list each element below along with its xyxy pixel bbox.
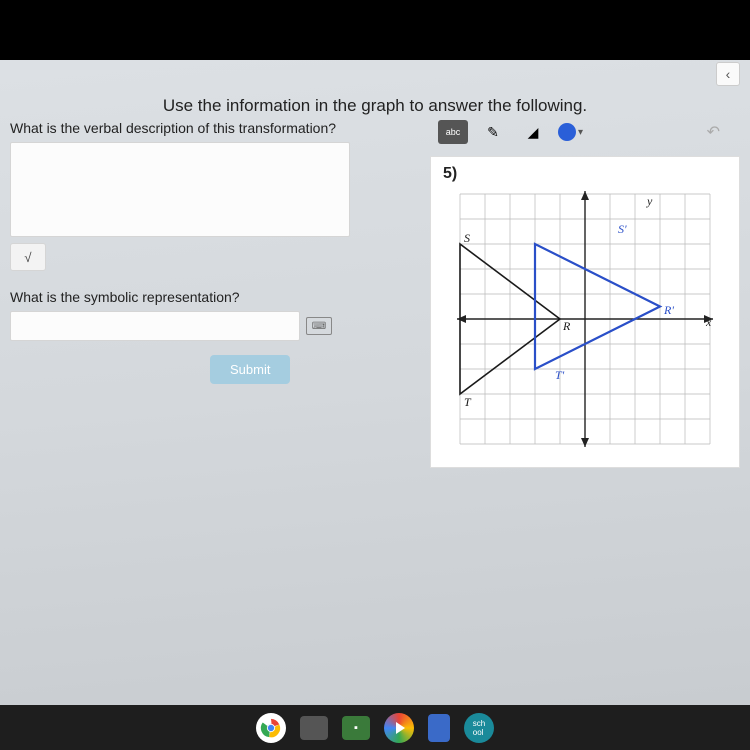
left-column: What is the verbal description of this t… (10, 120, 430, 468)
keyboard-icon[interactable]: ⌨ (306, 317, 332, 335)
pen-tool-button[interactable]: ✎ (478, 120, 508, 144)
prev-button[interactable]: ‹ (716, 62, 740, 86)
files-icon[interactable] (300, 716, 328, 740)
eraser-tool-button[interactable]: ◢ (518, 120, 548, 144)
undo-icon[interactable]: ↶ (707, 122, 720, 142)
chevron-left-icon: ‹ (726, 66, 731, 82)
docs-icon[interactable] (428, 714, 450, 742)
svg-text:S': S' (618, 222, 627, 236)
text-tool-button[interactable]: abc (438, 120, 468, 144)
math-sqrt-button[interactable]: √ (10, 243, 46, 271)
taskbar: ▪ school (0, 705, 750, 750)
text-tool-icon: abc (446, 127, 461, 137)
laptop-bezel-top (0, 0, 750, 60)
submit-button[interactable]: Submit (210, 355, 290, 384)
svg-text:T': T' (555, 368, 565, 382)
svg-text:R: R (562, 319, 571, 333)
app-icon[interactable]: school (464, 713, 494, 743)
pen-icon: ✎ (487, 124, 499, 141)
svg-text:x: x (705, 315, 712, 329)
drawing-toolbar: abc ✎ ◢ ▾ ↶ (430, 120, 740, 144)
eraser-icon: ◢ (528, 124, 539, 141)
verbal-answer-input[interactable] (10, 142, 350, 237)
right-column: abc ✎ ◢ ▾ ↶ 5) y x S T R S' T' R' (430, 120, 740, 468)
color-dot-icon (558, 123, 576, 141)
color-picker[interactable]: ▾ (558, 123, 583, 141)
question-1: What is the verbal description of this t… (10, 120, 420, 136)
graph-panel: 5) y x S T R S' T' R' (430, 156, 740, 468)
dropdown-icon: ▾ (578, 127, 583, 138)
content-row: What is the verbal description of this t… (0, 120, 750, 468)
coordinate-graph: y x S T R S' T' R' (455, 189, 715, 449)
sqrt-icon: √ (24, 250, 31, 265)
symbolic-row: ⌨ (10, 311, 420, 341)
screen: ‹ Use the information in the graph to an… (0, 60, 750, 705)
classroom-icon[interactable]: ▪ (342, 716, 370, 740)
chrome-icon[interactable] (256, 713, 286, 743)
instruction-text: Use the information in the graph to answ… (0, 96, 750, 116)
top-bar: ‹ (0, 60, 750, 88)
symbolic-answer-input[interactable] (10, 311, 300, 341)
svg-text:S: S (464, 231, 470, 245)
svg-text:y: y (646, 194, 653, 208)
problem-number: 5) (443, 165, 727, 183)
question-2: What is the symbolic representation? (10, 289, 420, 305)
svg-text:R': R' (663, 303, 674, 317)
play-icon[interactable] (384, 713, 414, 743)
svg-text:T: T (464, 395, 472, 409)
